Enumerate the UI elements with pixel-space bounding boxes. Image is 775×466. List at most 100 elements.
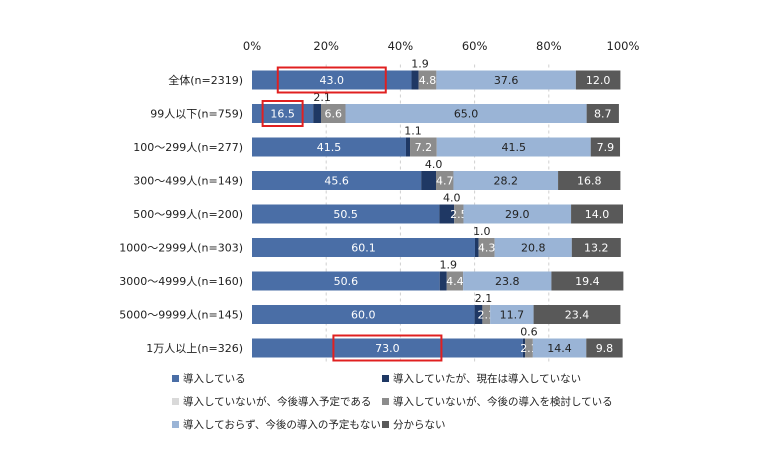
data-label: 1.1 — [404, 125, 422, 138]
bar-segment — [436, 70, 576, 90]
data-label: 16.5 — [270, 108, 295, 121]
data-label: 7.9 — [597, 141, 615, 154]
data-label: 4.8 — [419, 74, 437, 87]
legend-item: 導入している — [172, 372, 246, 385]
bar-segment — [410, 137, 437, 157]
data-label: 19.4 — [575, 275, 600, 288]
data-label: 29.0 — [505, 208, 530, 221]
data-label: 41.5 — [317, 141, 342, 154]
highlight-box — [276, 66, 387, 94]
bar-segment — [313, 104, 322, 123]
bar-segment — [252, 204, 440, 224]
bar-segment — [575, 70, 621, 90]
legend-label: 導入しておらず、今後の導入の予定もない — [183, 418, 381, 431]
data-label: 1.0 — [473, 225, 491, 238]
bar-segment — [482, 305, 491, 324]
bar-segment — [252, 70, 412, 90]
data-label: 23.8 — [495, 275, 520, 288]
category-label: 99人以下(n=759) — [150, 108, 243, 121]
legend: 導入している 導入していたが、現在は導入していない導入していないが、今後導入予定で… — [172, 372, 613, 431]
category-label: 3000～4999人(n=160) — [119, 275, 243, 288]
data-label: 7.2 — [415, 141, 433, 154]
legend-item: 分からない — [382, 419, 446, 431]
legend-label: 導入していないが、今後の導入を検討している — [393, 395, 613, 408]
bar-segment — [421, 171, 437, 190]
data-label: 65.0 — [454, 108, 479, 121]
highlight-box — [332, 334, 443, 362]
legend-label: 分からない — [393, 419, 446, 431]
data-label: 45.6 — [324, 175, 349, 188]
data-label: 6.6 — [324, 108, 342, 121]
category-label: 500～999人(n=200) — [133, 208, 243, 221]
bar-segment — [453, 171, 559, 190]
data-label: 37.6 — [494, 74, 519, 87]
data-label: 1.9 — [411, 58, 429, 71]
x-tick-label: 20% — [313, 39, 339, 53]
bar-segment — [252, 137, 406, 157]
legend-label: 導入していたが、現在は導入していない — [393, 372, 581, 385]
data-label: 16.8 — [577, 175, 602, 188]
data-label: 43.0 — [320, 74, 345, 87]
highlight-boxes — [261, 66, 443, 362]
bar-segment — [590, 137, 621, 157]
data-label: 20.8 — [521, 242, 546, 255]
bar-segment — [446, 271, 464, 291]
above-bar-labels: 1.9 2.1 1.1 4.0 4.0 1.0 1.9 2.1 0.6 — [313, 58, 537, 339]
bar-segment — [252, 238, 475, 257]
category-label: 300～499人(n=149) — [133, 175, 243, 188]
bar-segment — [439, 204, 455, 224]
bar-segment — [571, 238, 621, 257]
bar-segment — [436, 137, 591, 157]
bar-segment — [532, 338, 587, 358]
bars: 43.0 4.8 37.6 12.0 16.5 6.6 65.0 8.7 41.5 7.2 41.5… — [252, 70, 624, 358]
bar-segment — [252, 104, 314, 123]
bar-segment — [558, 171, 621, 190]
legend-swatch — [172, 398, 179, 405]
bar-segment — [345, 104, 587, 123]
bar-segment — [533, 305, 621, 324]
data-label: 0.6 — [520, 326, 538, 339]
bar-segment — [418, 70, 437, 90]
legend-item: 導入していたが、現在は導入していない — [382, 372, 581, 385]
x-tick-label: 60% — [462, 39, 488, 53]
bar-segment — [454, 204, 464, 224]
legend-swatch — [382, 421, 389, 428]
data-label: 2.1 — [313, 91, 331, 104]
data-label: 50.6 — [334, 275, 359, 288]
data-label: 13.2 — [584, 242, 609, 255]
bar-segment — [463, 204, 572, 224]
bar-segment — [478, 238, 495, 257]
bar-segment — [525, 338, 533, 358]
bar-segment — [586, 104, 619, 123]
x-tick-label: 0% — [243, 39, 261, 53]
bar-segment — [252, 305, 475, 324]
bar-segment — [494, 238, 572, 257]
data-label: 73.0 — [375, 342, 400, 355]
data-label: 14.4 — [547, 342, 572, 355]
bar-segment — [439, 271, 447, 291]
bar-segment — [252, 338, 523, 358]
data-label: 12.0 — [586, 74, 611, 87]
bar-segment — [252, 271, 440, 291]
data-label: 28.2 — [494, 175, 519, 188]
data-label: 41.5 — [501, 141, 526, 154]
data-label: 50.5 — [333, 208, 358, 221]
data-label: 4.0 — [425, 158, 443, 171]
legend-item: 導入していないが、今後の導入を検討している — [382, 395, 613, 408]
data-label: 4.4 — [446, 275, 464, 288]
bar-segment — [252, 171, 422, 190]
category-label: 100～299人(n=277) — [133, 141, 243, 154]
data-label: 14.0 — [585, 208, 610, 221]
legend-label: 導入していないが、今後導入予定である — [183, 395, 371, 408]
bar-segment — [474, 238, 479, 257]
data-label: 1.9 — [440, 259, 458, 272]
bar-segment — [571, 204, 623, 224]
legend-item: 導入していないが、今後導入予定である — [172, 395, 371, 408]
x-axis-ticks: 0% 20% 40% 60% 80% 100% — [243, 39, 640, 53]
data-label: 4.3 — [478, 242, 496, 255]
bar-segment — [463, 271, 552, 291]
data-label: 4.7 — [436, 175, 454, 188]
highlight-box — [261, 100, 304, 127]
bar-segment — [551, 271, 624, 291]
legend-swatch — [382, 398, 389, 405]
